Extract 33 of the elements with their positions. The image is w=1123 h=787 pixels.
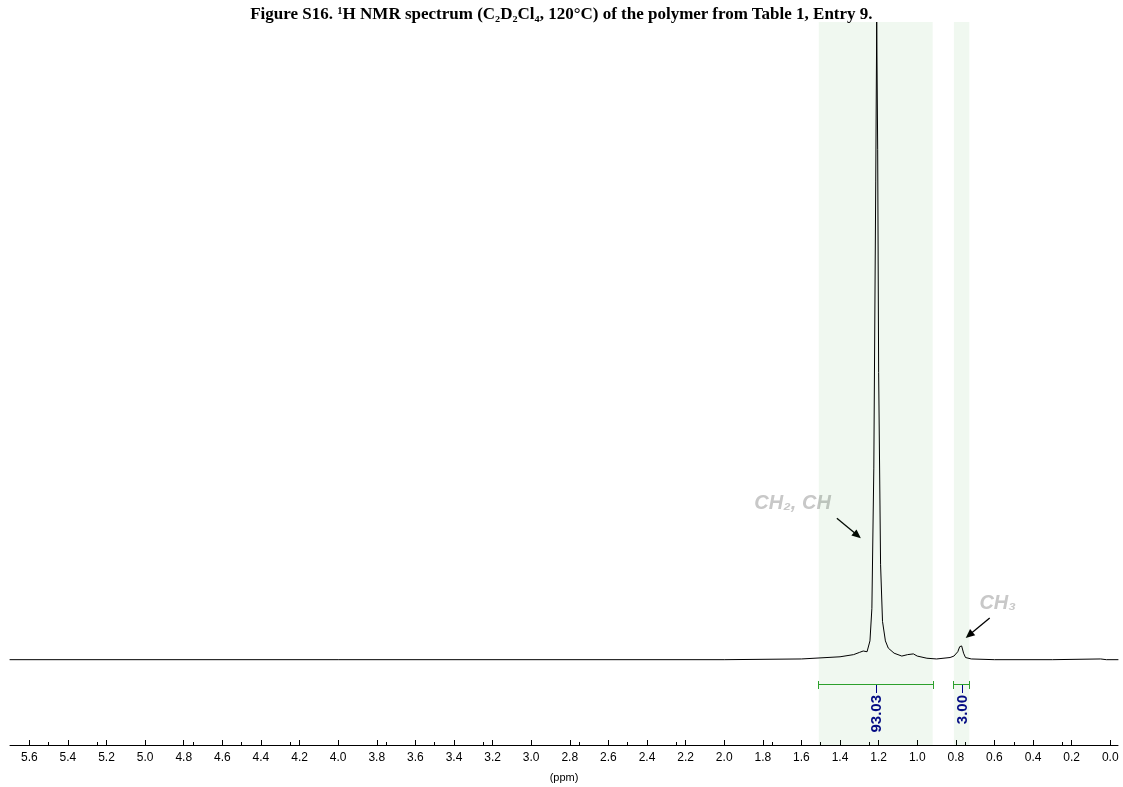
x-tick-label: 4.4: [252, 750, 270, 764]
x-tick-label: 0.4: [1024, 750, 1042, 764]
x-tick-label: 1.8: [754, 750, 772, 764]
x-tick-label: 1.2: [870, 750, 888, 764]
x-tick-label: 2.0: [715, 750, 733, 764]
band-label: 93.03: [867, 694, 885, 733]
x-tick-label: 3.8: [368, 750, 386, 764]
x-tick-label: 0.6: [986, 750, 1004, 764]
x-tick-label: 2.4: [638, 750, 656, 764]
x-tick-label: 0.2: [1063, 750, 1081, 764]
x-tick-label: 2.6: [600, 750, 618, 764]
x-axis-title: (ppm): [549, 770, 579, 783]
x-tick-label: 5.2: [98, 750, 116, 764]
x-tick-label: 1.0: [908, 750, 926, 764]
x-tick-label: 4.6: [213, 750, 231, 764]
band-label: 3.00: [953, 694, 971, 725]
x-tick-label: 3.2: [484, 750, 502, 764]
x-tick-label: 3.0: [522, 750, 540, 764]
x-tick-label: 4.8: [175, 750, 193, 764]
x-tick-label: 5.0: [136, 750, 154, 764]
x-tick-label: 0.8: [947, 750, 965, 764]
x-tick-label: 3.4: [445, 750, 463, 764]
x-tick-label: 4.0: [329, 750, 347, 764]
x-tick-label: 5.6: [20, 750, 38, 764]
x-tick-label: 1.4: [831, 750, 849, 764]
x-tick-label: 5.4: [59, 750, 77, 764]
chart-title: Figure S16. ¹H NMR spectrum (C₂D₂Cl₄, 120°C) of the polymer from Table 1, Entry 9.: [250, 4, 873, 23]
x-tick-label: 2.2: [677, 750, 695, 764]
x-tick-label: 4.2: [291, 750, 309, 764]
x-tick-label: 1.6: [793, 750, 811, 764]
x-tick-label: 2.8: [561, 750, 579, 764]
x-tick-label: 0.0: [1101, 750, 1119, 764]
x-tick-label: 3.6: [407, 750, 425, 764]
